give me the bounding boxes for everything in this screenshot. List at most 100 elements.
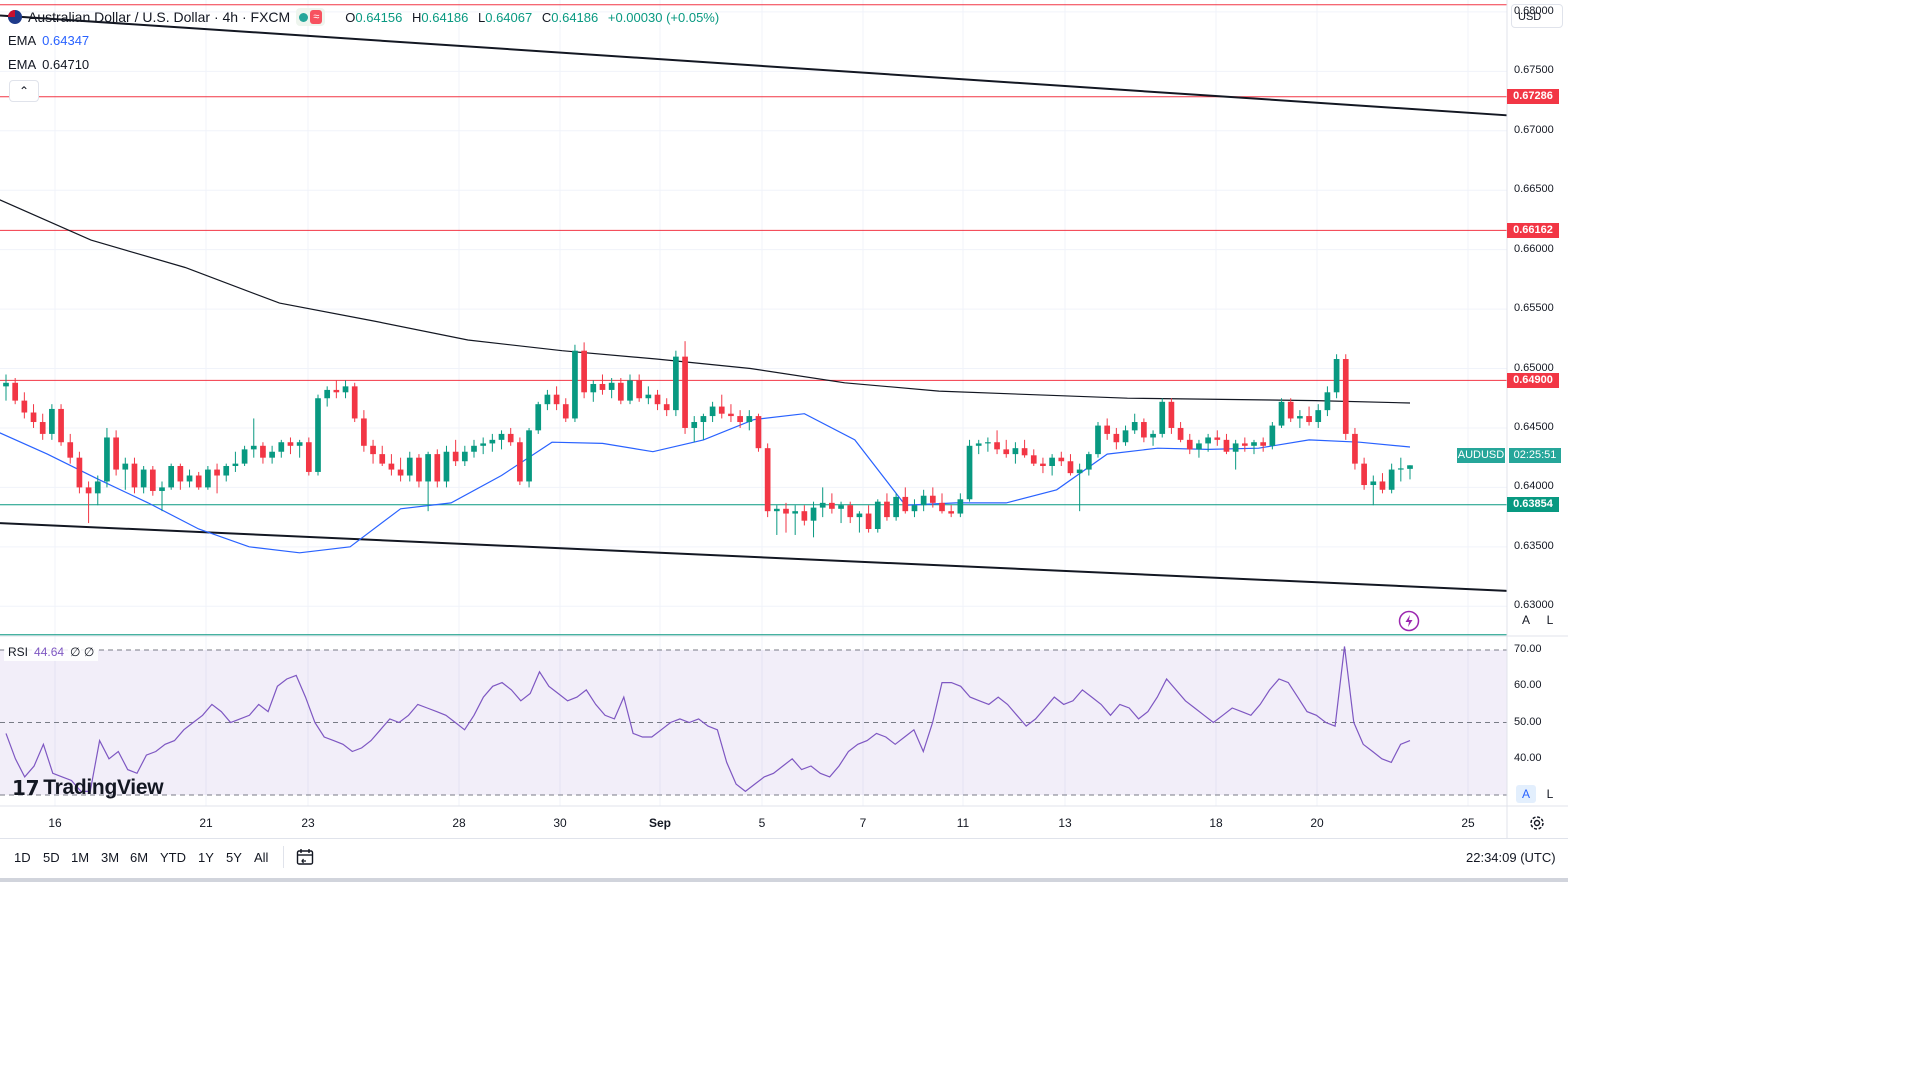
range-button-1m[interactable]: 1M [71, 850, 90, 865]
range-button-1d[interactable]: 1D [14, 850, 31, 865]
candle [526, 427, 532, 488]
candle [755, 413, 762, 452]
utc-clock[interactable]: 22:34:09 (UTC) [1466, 850, 1556, 865]
auto-scale-button[interactable]: A [1521, 613, 1530, 627]
candle [1058, 451, 1065, 467]
calendar-icon[interactable] [296, 848, 314, 866]
candle-body [691, 422, 698, 428]
candle-body [1269, 425, 1276, 446]
candle-body [39, 422, 46, 434]
candle-body [673, 356, 679, 411]
candle-body [1168, 401, 1175, 428]
candle [1379, 473, 1386, 494]
tradingview-wordmark: TradingView [43, 776, 164, 799]
candle-body [1297, 416, 1303, 419]
candle [773, 505, 780, 535]
candle-body [388, 463, 395, 470]
candle-body [333, 389, 340, 393]
candle-body [443, 451, 450, 482]
change-value: +0.00030 (+0.05%) [607, 9, 720, 25]
candle-body [911, 505, 918, 512]
rsi-auto-scale-button[interactable]: A [1516, 785, 1536, 803]
range-button-5y[interactable]: 5Y [226, 850, 242, 865]
candle [232, 451, 239, 472]
time-tick-label: 18 [1209, 816, 1223, 830]
candle [305, 437, 312, 476]
ema-slow-legend[interactable]: EMA 0.64710 [8, 56, 89, 74]
candle-body [1076, 469, 1083, 474]
candle [801, 505, 808, 526]
candle-body [471, 445, 477, 452]
candle-body [966, 445, 973, 500]
candlesticks[interactable] [3, 341, 1413, 538]
time-tick-label: 7 [859, 816, 867, 830]
candle-body [1177, 427, 1184, 440]
candle [94, 475, 101, 506]
candle [1370, 475, 1377, 506]
candle [205, 466, 211, 490]
range-button-6m[interactable]: 6M [130, 850, 149, 865]
candle-body [1159, 401, 1166, 434]
candle [1269, 422, 1276, 450]
candle [113, 430, 119, 476]
candle-body [480, 443, 487, 446]
candle-body [186, 475, 193, 482]
tradingview-logo[interactable]: 17 TradingView [12, 774, 164, 802]
rsi-log-scale-button[interactable]: L [1546, 787, 1554, 801]
candle-body [305, 442, 312, 472]
chart-canvas[interactable] [0, 0, 1568, 882]
candle-body [929, 495, 936, 503]
time-tick-label: 28 [452, 816, 466, 830]
ema-slow-label: EMA [8, 57, 37, 72]
chevron-up-icon: ⌃ [18, 84, 30, 98]
candle [315, 394, 321, 476]
candle [214, 463, 220, 494]
range-button-ytd[interactable]: YTD [160, 850, 186, 865]
candle [260, 442, 266, 464]
candle-body [1361, 463, 1367, 486]
candle [1324, 386, 1331, 417]
candle-body [682, 356, 688, 428]
symbol-title[interactable]: Australian Dollar / U.S. Dollar · 4h · F… [28, 9, 291, 25]
candle [1003, 439, 1010, 458]
candle [673, 350, 679, 417]
candle [397, 457, 404, 482]
range-button-1y[interactable]: 1Y [198, 850, 214, 865]
gear-icon[interactable] [1528, 814, 1546, 832]
ema-slow-line [0, 199, 1411, 404]
currency-selector[interactable]: USD [1511, 4, 1563, 28]
rsi-legend[interactable]: RSI 44.64 ∅ ∅ [4, 643, 99, 661]
ema-fast-legend[interactable]: EMA 0.64347 [8, 32, 89, 50]
range-button-all[interactable]: All [254, 850, 269, 865]
candle-body [397, 469, 404, 476]
candle [792, 505, 799, 535]
candle-body [572, 350, 578, 419]
log-scale-button[interactable]: L [1546, 613, 1554, 627]
candle [1104, 418, 1111, 440]
candle [709, 401, 716, 423]
candle-body [608, 382, 615, 390]
candle-body [1324, 392, 1331, 411]
range-button-3m[interactable]: 3M [101, 850, 120, 865]
candle-body [324, 389, 331, 399]
open-key: O [345, 9, 356, 25]
candle-body [232, 463, 239, 467]
candle [911, 499, 918, 518]
candle [700, 413, 707, 440]
toolbar-separator [283, 846, 284, 868]
range-button-5d[interactable]: 5D [43, 850, 60, 865]
candle-body [874, 501, 881, 530]
lightning-icon[interactable] [1398, 610, 1420, 632]
collapse-legend-button[interactable]: ⌃ [9, 80, 39, 102]
candle-body [517, 442, 523, 482]
candle [636, 374, 643, 402]
candle-body [856, 513, 863, 518]
candle-body [361, 418, 367, 446]
candle [12, 378, 19, 405]
candle-body [85, 487, 92, 494]
candle-body [1049, 457, 1055, 467]
level-price-tag: 0.67286 [1507, 89, 1559, 105]
candle [480, 437, 487, 455]
market-status-badge[interactable]: ≈ [296, 8, 326, 26]
candle [929, 487, 936, 508]
